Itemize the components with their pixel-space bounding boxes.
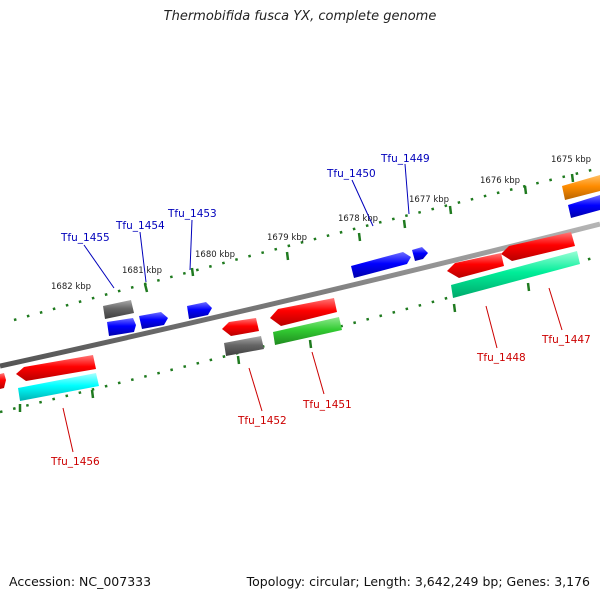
- gene-label[interactable]: Tfu_1450: [326, 168, 376, 180]
- gene-feature[interactable]: [412, 247, 428, 261]
- kbp-label: 1680 kbp: [195, 250, 235, 260]
- gene-feature[interactable]: [451, 251, 580, 298]
- kbp-labels: 1682 kbp 1681 kbp 1680 kbp 1679 kbp 1678…: [51, 155, 591, 292]
- kbp-label: 1681 kbp: [122, 266, 162, 276]
- gene-feature[interactable]: [501, 232, 575, 261]
- gene-feature[interactable]: [222, 318, 259, 336]
- top-gene-labels: Tfu_1455 Tfu_1454 Tfu_1453 Tfu_1450 Tfu_…: [60, 153, 430, 289]
- gene-label[interactable]: Tfu_1452: [237, 415, 287, 427]
- gene-label[interactable]: Tfu_1456: [50, 456, 100, 468]
- gene-label[interactable]: Tfu_1454: [115, 220, 165, 232]
- gene-feature[interactable]: [351, 252, 411, 278]
- gene-label[interactable]: Tfu_1455: [60, 232, 110, 244]
- outer-ruler-major-ticks: [143, 173, 575, 293]
- outer-features: [103, 175, 600, 336]
- gene-feature[interactable]: [18, 373, 99, 401]
- genome-summary-text: Topology: circular; Length: 3,642,249 bp…: [246, 574, 590, 589]
- inner2-features: [18, 251, 580, 401]
- map-title: Thermobifida fusca YX, complete genome: [163, 9, 437, 24]
- kbp-label: 1676 kbp: [480, 176, 520, 186]
- gene-feature[interactable]: [447, 253, 504, 278]
- bottom-gene-labels: Tfu_1456 Tfu_1452 Tfu_1451 Tfu_1448 Tfu_…: [50, 287, 591, 468]
- gene-feature[interactable]: [568, 195, 600, 218]
- gene-feature[interactable]: [16, 355, 96, 381]
- gene-feature[interactable]: [0, 373, 6, 389]
- gene-label[interactable]: Tfu_1451: [302, 399, 352, 411]
- gene-label[interactable]: Tfu_1448: [476, 352, 526, 364]
- gene-label[interactable]: Tfu_1449: [380, 153, 430, 165]
- gene-feature[interactable]: [107, 318, 136, 336]
- gene-feature[interactable]: [562, 175, 600, 200]
- gene-feature[interactable]: [187, 302, 212, 319]
- kbp-label: 1679 kbp: [267, 233, 307, 243]
- genome-backbone: [0, 221, 600, 369]
- gene-label[interactable]: Tfu_1447: [541, 334, 591, 346]
- kbp-label: 1682 kbp: [51, 282, 91, 292]
- accession-text: Accession: NC_007333: [9, 574, 152, 589]
- gene-feature[interactable]: [270, 298, 337, 326]
- gene-label[interactable]: Tfu_1453: [167, 208, 217, 220]
- kbp-label: 1677 kbp: [409, 195, 449, 205]
- kbp-label: 1675 kbp: [551, 155, 591, 165]
- kbp-label: 1678 kbp: [338, 214, 378, 224]
- inner-features: [0, 232, 575, 389]
- inner-ruler-major-ticks: [18, 282, 531, 412]
- gene-feature[interactable]: [273, 317, 342, 345]
- gene-feature[interactable]: [139, 312, 168, 329]
- gene-feature[interactable]: [103, 300, 134, 319]
- gene-feature[interactable]: [224, 336, 264, 356]
